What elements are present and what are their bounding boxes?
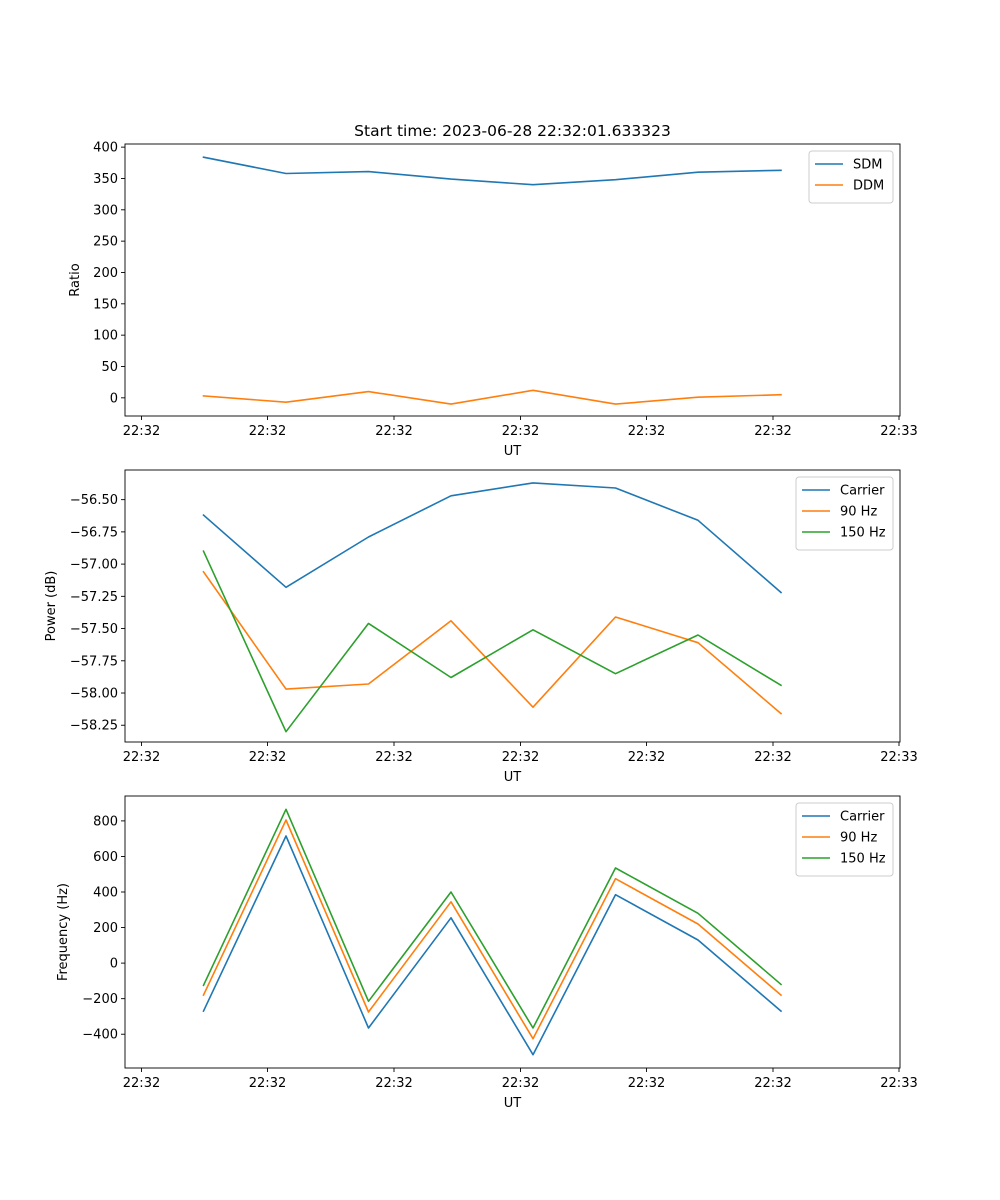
x-tick-label: 22:32: [754, 1076, 791, 1091]
series-line-150-hz: [202, 808, 783, 1029]
y-tick-label: 250: [93, 235, 118, 250]
y-tick-label: −400: [82, 1028, 118, 1043]
legend-entry: Carrier: [840, 484, 885, 499]
x-tick-label: 22:32: [249, 750, 286, 765]
x-tick-label: 22:32: [628, 1076, 665, 1091]
axes-frame: [124, 143, 901, 417]
y-tick-label: 100: [93, 329, 118, 344]
x-tick-label: 22:32: [123, 750, 160, 765]
x-tick-label: 22:32: [123, 1076, 160, 1091]
legend-entry: 90 Hz: [840, 505, 877, 520]
series-line-90-hz: [202, 819, 783, 1040]
legend: SDM DDM: [808, 150, 894, 204]
x-tick-label: 22:32: [249, 424, 286, 439]
x-tick-label: 22:32: [628, 424, 665, 439]
series-line-carrier: [202, 835, 783, 1056]
y-tick-label: 50: [101, 360, 118, 375]
y-tick-label: 0: [110, 957, 118, 972]
axes-frame: [124, 469, 901, 743]
legend-entry: DDM: [853, 179, 884, 194]
x-tick-label: 22:32: [123, 424, 160, 439]
series-line-90-hz: [202, 570, 783, 715]
y-tick-label: 400: [93, 141, 118, 156]
series-line-sdm: [202, 156, 782, 186]
x-tick-label: 22:32: [502, 750, 539, 765]
y-tick-label: −58.00: [70, 687, 118, 702]
panel-1: 0 50 100 150 200 250 300 350 400 22:32 22:32 22:32 2…: [68, 141, 918, 459]
legend: Carrier 90 Hz 150 Hz: [795, 476, 894, 551]
legend-entry: 150 Hz: [840, 852, 886, 867]
y-tick-label: −56.50: [70, 493, 118, 508]
series-line-ddm: [202, 389, 782, 405]
x-tick-label: 22:32: [754, 750, 791, 765]
x-tick-label: 22:32: [502, 1076, 539, 1091]
y-tick-label: 200: [93, 266, 118, 281]
y-tick-label: −57.00: [70, 558, 118, 573]
x-tick-label: 22:33: [880, 424, 917, 439]
x-tick-label: 22:32: [249, 1076, 286, 1091]
x-axis-label: UT: [504, 770, 522, 785]
panel-3: −400 −200 0 200 400 600 800 22:32 22:32 22:32 22:3…: [56, 795, 918, 1111]
y-tick-label: 800: [93, 814, 118, 829]
axes-frame: [124, 795, 901, 1069]
x-axis-label: UT: [504, 444, 522, 459]
y-tick-label: 0: [110, 391, 118, 406]
x-tick-label: 22:32: [502, 424, 539, 439]
y-axis-label: Power (dB): [44, 571, 59, 642]
x-tick-label: 22:33: [880, 1076, 917, 1091]
panel-2: −56.50 −56.75 −57.00 −57.25 −57.50 −57.75 −58.…: [44, 469, 918, 785]
x-tick-label: 22:32: [375, 424, 412, 439]
y-tick-label: 350: [93, 172, 118, 187]
legend-entry: 150 Hz: [840, 526, 886, 541]
legend-entry: SDM: [853, 158, 882, 173]
x-tick-label: 22:32: [754, 424, 791, 439]
y-tick-label: −58.25: [70, 719, 118, 734]
y-tick-label: 150: [93, 297, 118, 312]
y-tick-label: −56.75: [70, 525, 118, 540]
y-tick-label: −57.25: [70, 590, 118, 605]
y-axis-label: Ratio: [68, 263, 83, 296]
legend: Carrier 90 Hz 150 Hz: [795, 802, 894, 877]
y-tick-label: 200: [93, 921, 118, 936]
y-tick-label: −200: [82, 992, 118, 1007]
x-axis-label: UT: [504, 1096, 522, 1111]
y-tick-label: 300: [93, 203, 118, 218]
y-tick-label: −57.75: [70, 654, 118, 669]
x-tick-label: 22:32: [375, 750, 412, 765]
x-tick-label: 22:32: [375, 1076, 412, 1091]
y-tick-label: 600: [93, 850, 118, 865]
y-axis-label: Frequency (Hz): [56, 883, 71, 981]
legend-entry: Carrier: [840, 810, 885, 825]
legend-entry: 90 Hz: [840, 831, 877, 846]
x-tick-label: 22:32: [628, 750, 665, 765]
x-tick-label: 22:33: [880, 750, 917, 765]
series-line-150-hz: [202, 550, 783, 733]
series-line-carrier: [202, 482, 783, 594]
y-tick-label: 400: [93, 886, 118, 901]
figure-title: Start time: 2023-06-28 22:32:01.633323: [354, 122, 671, 140]
y-tick-label: −57.50: [70, 622, 118, 637]
